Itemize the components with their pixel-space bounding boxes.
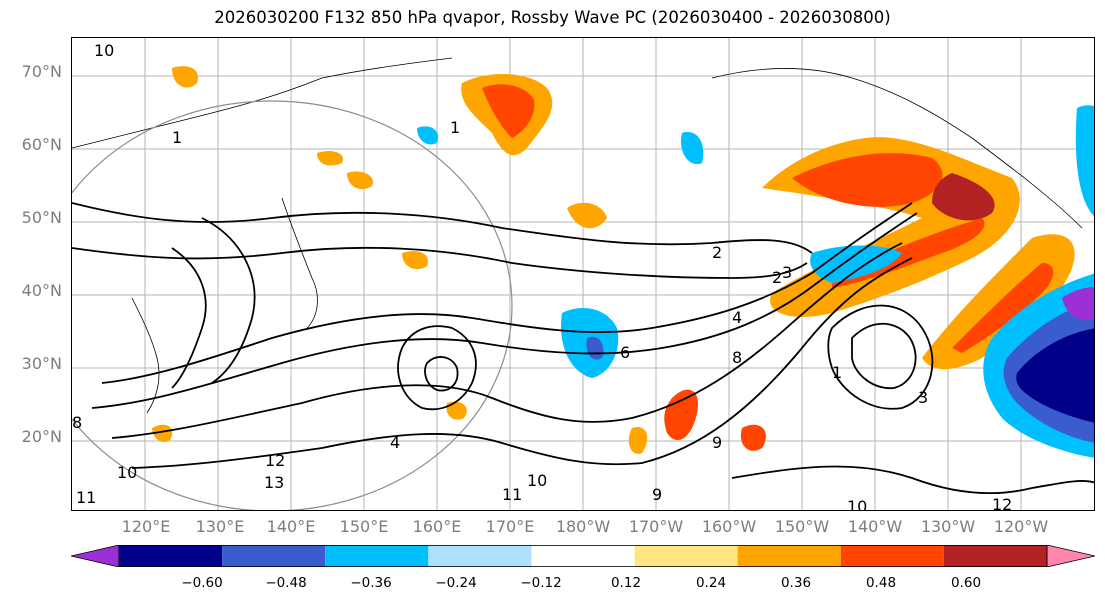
lat-label-30n: 30°N [21,354,62,373]
lat-label-20n: 20°N [21,427,62,446]
colorbar-segment [119,545,223,567]
gridlines [72,38,1094,510]
colorbar-tick: −0.12 [520,575,562,591]
lon-label-170w: 170°W [628,517,684,536]
contour-label: 10 [94,41,114,60]
lon-label-160w: 160°W [701,517,757,536]
contour-label: 10 [117,463,137,482]
lat-label-50n: 50°N [21,208,62,227]
colorbar-tick: 0.36 [780,575,812,591]
colorbar-outline [118,545,1048,567]
contour-label: 11 [76,488,96,507]
contour-labels: 10 1 1 1 2 2 3 3 4 4 6 8 8 9 10 10 11 11… [72,41,1012,511]
lon-label-140e: 140°E [266,517,316,536]
map-canvas: 10 1 1 1 2 2 3 3 4 4 6 8 8 9 10 10 11 11… [72,38,1094,511]
lon-label-130w: 130°W [920,517,976,536]
colorbar-segment [325,545,429,567]
colorbar-segment [737,545,841,567]
coastlines [72,57,1083,414]
contour-label: 10 [847,497,867,511]
colorbar-segment [531,545,635,567]
contour-label: 6 [620,343,630,362]
contour-label: 10 [527,471,547,490]
lon-label-160e: 160°E [412,517,462,536]
contour-label: 13 [264,473,284,492]
lon-label-120w: 120°W [993,517,1049,536]
colorbar-extend-low [71,545,120,567]
colorbar-tick: −0.60 [181,575,223,591]
colorbar-segments [71,545,1095,567]
contour-label: 11 [502,485,522,504]
contour-label: 12 [992,495,1012,511]
colorbar-tick: −0.24 [435,575,477,591]
contour-label: 8 [732,348,742,367]
colorbar-tick: 0.12 [610,575,642,591]
lon-label-170e: 170°E [485,517,535,536]
colorbar-tick: 0.24 [695,575,727,591]
contour-label: 1 [832,363,842,382]
lon-label-120e: 120°E [121,517,171,536]
contour-label: 8 [72,413,82,432]
colorbar-tick: 0.48 [865,575,897,591]
colorbar-segment [428,545,532,567]
lat-label-40n: 40°N [21,281,62,300]
map-title: 2026030200 F132 850 hPa qvapor, Rossby W… [214,8,891,27]
contour-label: 3 [782,263,792,282]
contour-label: 2 [712,243,722,262]
contour-label: 9 [712,433,722,452]
contour-label: 1 [450,118,460,137]
contour-label: 2 [772,268,782,287]
lon-label-180w: 180°W [555,517,611,536]
contours [72,202,1094,495]
lon-label-140w: 140°W [847,517,903,536]
contour-label: 1 [172,128,182,147]
colorbar-segment [840,545,944,567]
colorbar-segment [634,545,738,567]
colorbar-extend-high [1046,545,1095,567]
contour-label: 4 [390,433,400,452]
lon-label-150w: 150°W [774,517,830,536]
filled-anomalies [152,66,1094,458]
colorbar-segment [222,545,326,567]
range-circle [72,100,513,510]
colorbar [71,545,1095,567]
contour-label: 4 [732,308,742,327]
contour-label: 12 [265,451,285,470]
contour-label: 9 [652,485,662,504]
colorbar-tick: −0.48 [265,575,307,591]
colorbar-segment [943,545,1047,567]
colorbar-tick: 0.60 [950,575,982,591]
lat-label-60n: 60°N [21,135,62,154]
lon-label-130e: 130°E [195,517,245,536]
lon-label-150e: 150°E [339,517,389,536]
colorbar-tick: −0.36 [350,575,392,591]
lat-label-70n: 70°N [21,62,62,81]
map-panel: 10 1 1 1 2 2 3 3 4 4 6 8 8 9 10 10 11 11… [71,37,1095,511]
contour-label: 3 [918,388,928,407]
